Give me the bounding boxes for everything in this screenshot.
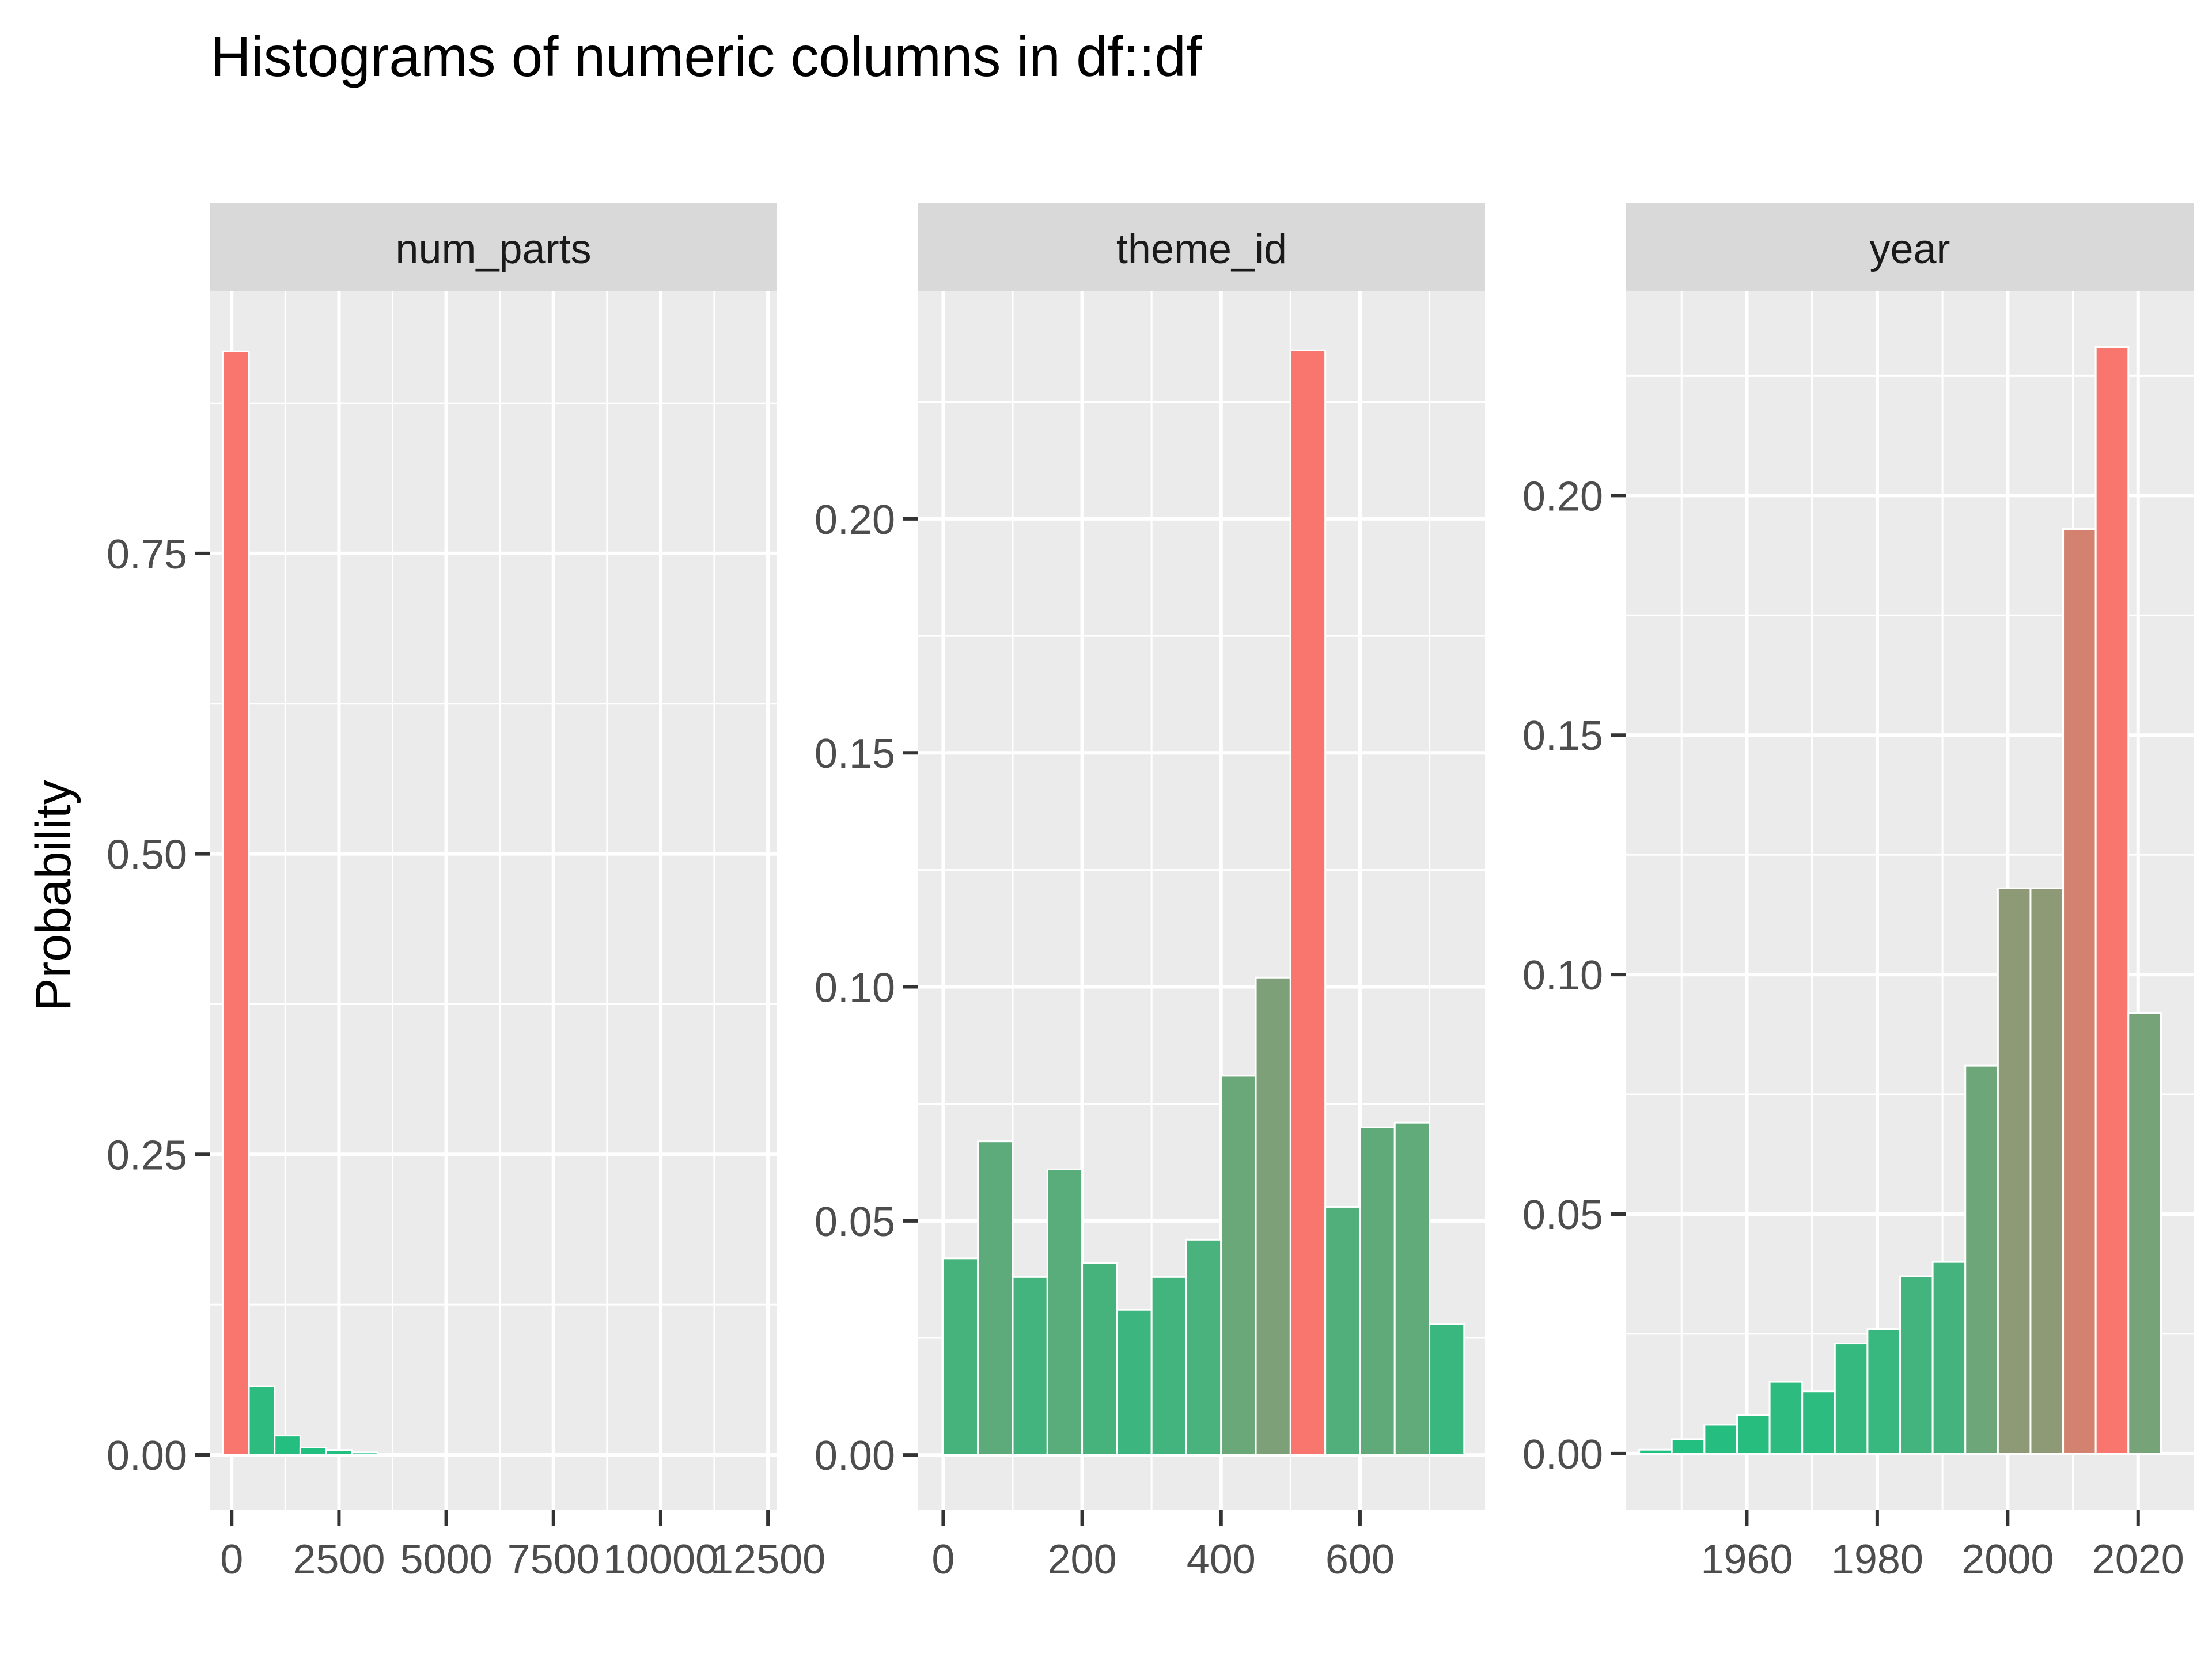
- histogram-bar: [1393, 1121, 1431, 1456]
- x-tick-label: 1980: [1831, 1537, 1923, 1583]
- histogram-bar: [351, 1451, 378, 1456]
- histogram-bar: [1834, 1343, 1869, 1455]
- x-tick-label: 200: [1048, 1537, 1117, 1583]
- histogram-bar: [1931, 1261, 1967, 1455]
- facet-strip-label: num_parts: [395, 226, 591, 272]
- x-tick-label: 10000: [603, 1537, 718, 1583]
- histogram-bar: [1671, 1438, 1706, 1455]
- histogram-bar: [2094, 346, 2130, 1455]
- x-tick-label: 2020: [2092, 1537, 2184, 1583]
- facet-panels: num_parts 0.00 0.25 0.50 0.75 0 2500 5000 7500 10…: [107, 203, 2194, 1583]
- y-tick-label: 0.20: [815, 497, 895, 543]
- histogram-bar: [1185, 1238, 1222, 1456]
- facet-strip: [210, 203, 777, 291]
- x-tick-label: 400: [1187, 1537, 1256, 1583]
- histogram-bar: [1220, 1075, 1257, 1456]
- histogram-bar: [1768, 1381, 1804, 1455]
- x-tick-label: 1960: [1700, 1537, 1793, 1583]
- histogram-bar: [428, 1453, 456, 1456]
- histogram-bar: [1736, 1414, 1771, 1455]
- histogram-bar: [1866, 1328, 1902, 1455]
- histogram-bar: [274, 1435, 301, 1456]
- x-tick-label: 2500: [293, 1537, 385, 1583]
- y-tick-label: 0.50: [107, 832, 187, 878]
- x-tick-label: 0: [931, 1537, 955, 1583]
- y-tick-label: 0.15: [1522, 713, 1603, 759]
- histogram-bar: [376, 1453, 404, 1456]
- x-tick-label: 5000: [400, 1537, 492, 1583]
- x-tick-label: 0: [220, 1537, 243, 1583]
- histogram-bar: [299, 1446, 327, 1456]
- histogram-bar: [1150, 1276, 1187, 1456]
- y-tick-label: 0.00: [815, 1433, 895, 1479]
- y-tick-label: 0.15: [815, 731, 895, 777]
- y-tick-label: 0.05: [1522, 1192, 1603, 1238]
- histogram-bar: [942, 1257, 979, 1456]
- histogram-bar: [2127, 1012, 2162, 1455]
- histogram-bar: [479, 1453, 507, 1456]
- x-tick-label: 7500: [507, 1537, 600, 1583]
- x-tick-label: 600: [1325, 1537, 1395, 1583]
- facet-strip-label: year: [1869, 226, 1950, 272]
- facet-num-parts: num_parts 0.00 0.25 0.50 0.75 0 2500 5000 7500 10…: [107, 203, 825, 1583]
- histogram-bar: [1899, 1275, 1934, 1455]
- y-tick-label: 0.00: [107, 1433, 187, 1479]
- histogram-bar: [2029, 887, 2065, 1455]
- histogram-bar: [1429, 1323, 1465, 1456]
- histogram-bar: [1703, 1424, 1738, 1455]
- histogram-bar: [1046, 1168, 1084, 1456]
- x-tick-label: 2000: [1961, 1537, 2054, 1583]
- histogram-bar: [248, 1385, 276, 1456]
- y-tick-label: 0.00: [1522, 1432, 1603, 1478]
- y-tick-label: 0.10: [1522, 953, 1603, 999]
- y-axis-label: Probability: [26, 780, 81, 1011]
- y-tick-label: 0.10: [815, 965, 895, 1011]
- histogram-bar: [1801, 1390, 1836, 1455]
- histogram-bar: [1012, 1276, 1048, 1456]
- facet-year: year 0.00 0.05 0.10 0.15 0.20 1960 1980 2000 2020: [1522, 203, 2194, 1583]
- facet-strip: [1626, 203, 2194, 291]
- histogram-bar: [1081, 1262, 1118, 1456]
- histogram-bar: [1964, 1064, 1999, 1455]
- y-tick-label: 0.20: [1522, 473, 1603, 519]
- histogram-bar: [2062, 528, 2097, 1455]
- histogram-bar: [1255, 976, 1291, 1456]
- histogram-bar: [1289, 349, 1327, 1456]
- panel-background: [210, 291, 777, 1510]
- chart-title: Histograms of numeric columns in df::df: [210, 25, 1202, 88]
- histogram-bar: [325, 1449, 353, 1456]
- histogram-bar: [222, 350, 250, 1456]
- histogram-bar: [1116, 1309, 1153, 1456]
- y-tick-label: 0.75: [107, 532, 187, 578]
- facet-strip-label: theme_id: [1116, 226, 1287, 272]
- x-tick-label: 12500: [710, 1537, 825, 1583]
- y-tick-label: 0.25: [107, 1132, 187, 1178]
- histogram-bar: [402, 1453, 430, 1456]
- facet-strip: [918, 203, 1485, 291]
- facet-theme-id: theme_id 0.00 0.05 0.10 0.15 0.20 0 200 400 600: [815, 203, 1485, 1583]
- histogram-bar: [1638, 1448, 1673, 1455]
- y-tick-label: 0.05: [815, 1199, 895, 1245]
- histogram-bar: [1359, 1126, 1396, 1456]
- histogram-bar: [1997, 887, 2032, 1455]
- histogram-bar: [977, 1140, 1014, 1456]
- histogram-bar: [1324, 1205, 1361, 1456]
